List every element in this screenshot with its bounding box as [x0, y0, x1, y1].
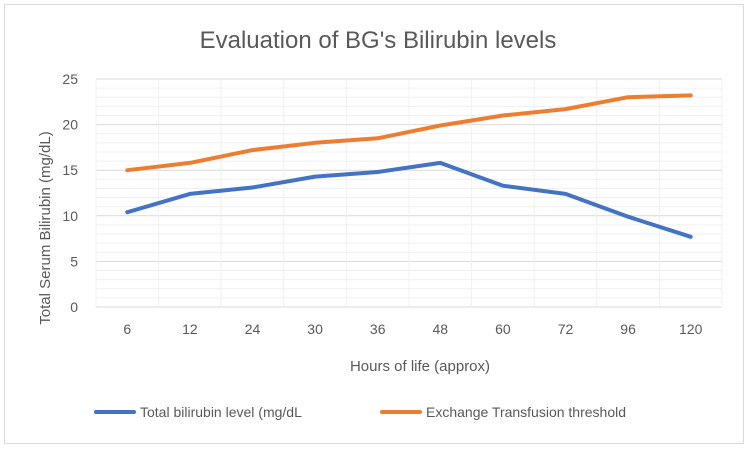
x-axis-ticks: 6 12 24 30 36 48 60 72 96 120	[123, 321, 702, 337]
y-tick-label: 10	[62, 208, 78, 224]
x-tick-label: 30	[307, 321, 323, 337]
grid	[95, 78, 723, 308]
series-lines	[125, 93, 693, 239]
x-tick-label: 48	[433, 321, 449, 337]
x-tick-label: 120	[679, 321, 703, 337]
x-tick-label: 72	[558, 321, 574, 337]
y-axis-ticks: 0 5 10 15 20 25	[62, 71, 78, 315]
legend-label-1: Total bilirubin level (mg/dL	[140, 404, 302, 420]
legend: Total bilirubin level (mg/dL Exchange Tra…	[94, 404, 626, 420]
y-tick-label: 15	[62, 162, 78, 178]
legend-label-2: Exchange Transfusion threshold	[426, 404, 626, 420]
y-axis-label: Total Serum Bilirubin (mg/dL)	[37, 131, 54, 324]
x-tick-label: 6	[123, 321, 131, 337]
y-tick-label: 20	[62, 117, 78, 133]
chart-title: Evaluation of BG's Bilirubin levels	[200, 27, 557, 54]
x-tick-label: 24	[245, 321, 261, 337]
x-axis-label: Hours of life (approx)	[350, 358, 490, 375]
y-tick-label: 5	[70, 253, 78, 269]
x-tick-label: 60	[495, 321, 511, 337]
chart-frame	[4, 4, 744, 444]
x-tick-label: 36	[370, 321, 386, 337]
x-tick-label: 12	[182, 321, 198, 337]
series-line-2	[125, 93, 693, 173]
x-tick-label: 96	[620, 321, 636, 337]
series-line-1	[125, 160, 693, 239]
y-tick-label: 25	[62, 71, 78, 87]
y-tick-label: 0	[70, 299, 78, 315]
